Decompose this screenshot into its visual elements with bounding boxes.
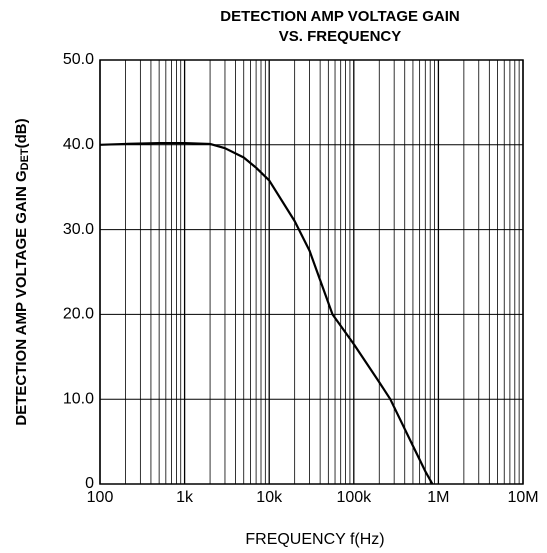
x-tick-label: 1M — [427, 489, 449, 506]
plot-frame — [99, 59, 524, 485]
y-label-unit: (dB) — [13, 118, 30, 148]
y-axis-label: DETECTION AMP VOLTAGE GAIN GDET(dB) — [13, 118, 31, 425]
y-tick-label: 40.0 — [63, 136, 94, 153]
data-line — [99, 142, 434, 485]
chart-subtitle: VS. FREQUENCY — [279, 28, 402, 45]
x-tick-label: 100k — [336, 489, 372, 506]
chart-title: DETECTION AMP VOLTAGE GAIN — [220, 8, 459, 25]
x-tick-label: 100 — [87, 489, 114, 506]
x-tick-label: 10k — [256, 489, 283, 506]
y-tick-label: 30.0 — [63, 221, 94, 238]
y-tick-label: 50.0 — [63, 51, 94, 68]
y-tick-label: 10.0 — [63, 390, 94, 407]
y-tick-label: 0 — [85, 475, 94, 492]
x-axis-label: FREQUENCY f(Hz) — [245, 531, 384, 548]
x-tick-label: 1k — [176, 489, 194, 506]
y-label-subscript: DET — [19, 148, 31, 170]
y-tick-label: 20.0 — [63, 306, 94, 323]
x-tick-label: 10M — [507, 489, 538, 506]
y-label-main: DETECTION AMP VOLTAGE GAIN G — [13, 170, 30, 425]
